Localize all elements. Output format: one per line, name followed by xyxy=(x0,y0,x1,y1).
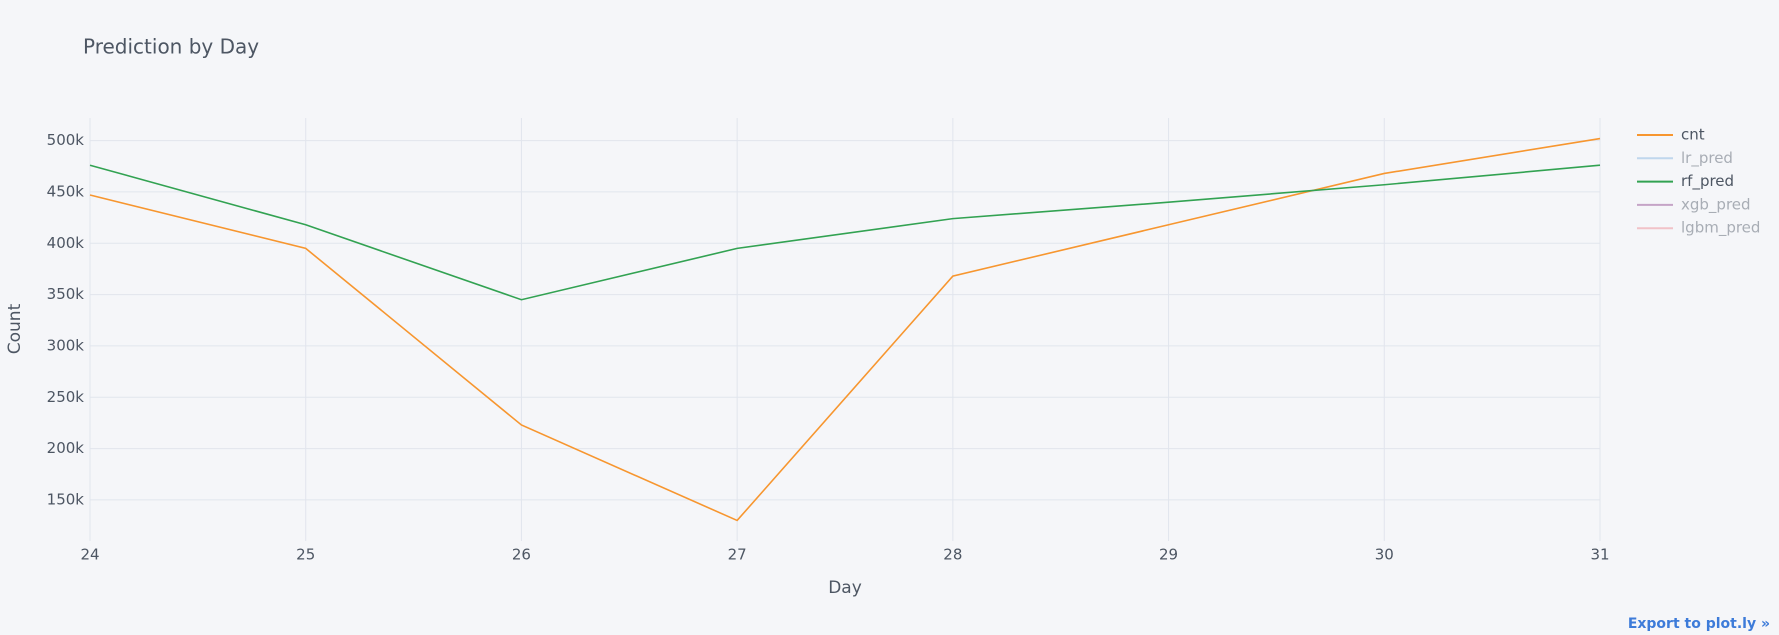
y-tick-label: 450k xyxy=(47,182,85,200)
y-axis-label: Count xyxy=(5,303,25,354)
y-tick-label: 150k xyxy=(47,490,85,508)
y-tick-label: 250k xyxy=(47,388,85,406)
x-tick-label: 24 xyxy=(80,546,99,564)
x-tick-label: 25 xyxy=(296,546,315,564)
x-tick-label: 28 xyxy=(943,546,962,564)
y-tick-label: 400k xyxy=(47,234,85,252)
export-link[interactable]: Export to plot.ly » xyxy=(1628,616,1770,632)
x-tick-label: 27 xyxy=(728,546,747,564)
y-tick-label: 200k xyxy=(47,439,85,457)
legend-label[interactable]: lr_pred xyxy=(1681,149,1733,168)
legend-label[interactable]: xgb_pred xyxy=(1681,195,1751,214)
x-tick-label: 30 xyxy=(1375,546,1394,564)
legend-label[interactable]: rf_pred xyxy=(1681,172,1734,191)
chart-title: Prediction by Day xyxy=(83,35,259,59)
series-line xyxy=(89,164,1601,301)
series-line xyxy=(89,137,1601,522)
legend-label[interactable]: cnt xyxy=(1681,126,1705,144)
x-axis-label: Day xyxy=(828,578,862,598)
x-tick-label: 29 xyxy=(1159,546,1178,564)
y-tick-label: 300k xyxy=(47,336,85,354)
y-tick-label: 500k xyxy=(47,131,85,149)
x-tick-label: 26 xyxy=(512,546,531,564)
legend-label[interactable]: lgbm_pred xyxy=(1681,219,1760,238)
y-tick-label: 350k xyxy=(47,285,85,303)
x-tick-label: 31 xyxy=(1590,546,1609,564)
